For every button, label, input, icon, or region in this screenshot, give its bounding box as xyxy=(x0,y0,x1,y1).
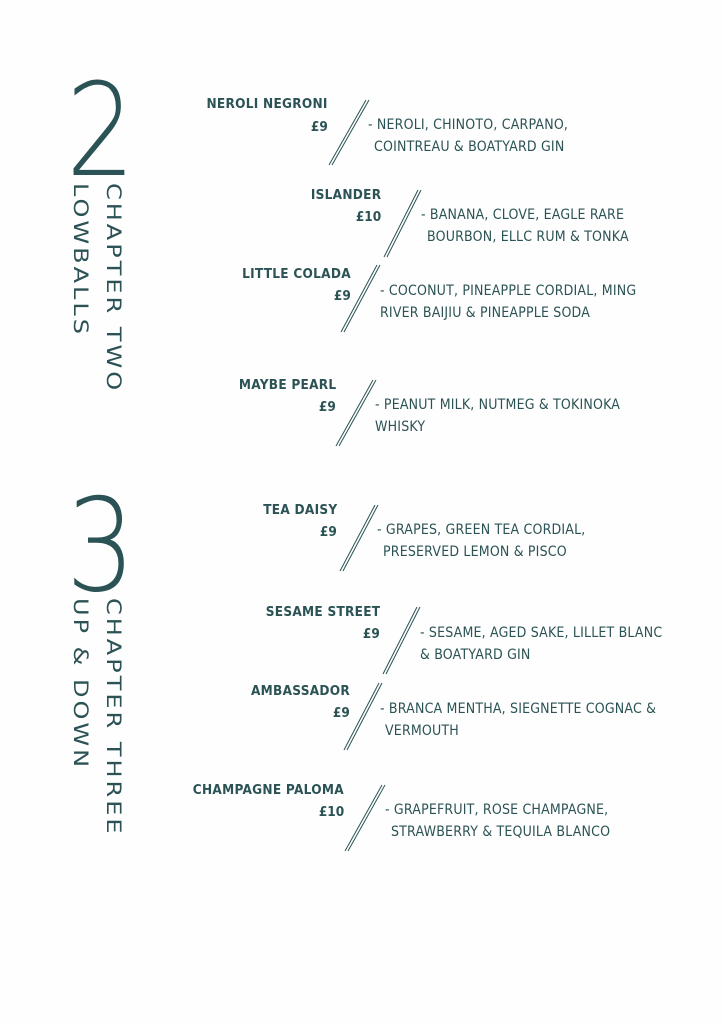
item-price: £10 xyxy=(355,209,381,225)
item-description: & BOATYARD GIN xyxy=(420,647,531,663)
slash-divider xyxy=(328,99,370,166)
item-name: CHAMPAGNE PALOMA xyxy=(192,782,344,798)
item-description: - COCONUT, PINEAPPLE CORDIAL, MING xyxy=(380,283,637,299)
chapter-number: 2 xyxy=(66,57,136,206)
item-description: - SESAME, AGED SAKE, LILLET BLANC xyxy=(420,625,663,641)
item-description: - GRAPEFRUIT, ROSE CHAMPAGNE, xyxy=(385,802,609,818)
chapter-subtitle: LOWBALLS xyxy=(69,183,92,337)
item-description: - NEROLI, CHINOTO, CARPANO, xyxy=(368,117,569,133)
slash-divider xyxy=(382,606,421,675)
item-price: £9 xyxy=(311,119,328,135)
item-price: £9 xyxy=(334,288,351,304)
item-name: MAYBE PEARL xyxy=(238,377,336,393)
chapter-title: CHAPTER THREE xyxy=(102,598,125,837)
item-description: - BRANCA MENTHA, SIEGNETTE COGNAC & xyxy=(380,701,657,717)
item-description: WHISKY xyxy=(375,419,426,435)
item-name: NEROLI NEGRONI xyxy=(206,96,328,112)
item-name: TEA DAISY xyxy=(262,502,337,518)
item-description: COINTREAU & BOATYARD GIN xyxy=(374,139,565,155)
item-name: SESAME STREET xyxy=(265,604,380,620)
item-description: PRESERVED LEMON & PISCO xyxy=(383,544,567,560)
item-name: AMBASSADOR xyxy=(251,683,350,699)
item-price: £9 xyxy=(320,524,337,540)
item-price: £9 xyxy=(363,626,380,642)
slash-divider xyxy=(339,504,379,572)
item-description: VERMOUTH xyxy=(385,723,459,739)
chapter-subtitle: UP & DOWN xyxy=(69,598,92,771)
item-description: BOURBON, ELLC RUM & TONKA xyxy=(427,229,629,245)
item-price: £9 xyxy=(319,399,336,415)
item-name: ISLANDER xyxy=(310,187,381,203)
slash-divider xyxy=(335,379,377,447)
item-description: STRAWBERRY & TEQUILA BLANCO xyxy=(391,824,611,840)
slash-divider xyxy=(343,682,383,751)
item-name: LITTLE COLADA xyxy=(242,266,351,282)
item-price: £9 xyxy=(333,705,350,721)
slash-divider xyxy=(344,784,386,852)
slash-divider xyxy=(383,189,422,258)
item-description: RIVER BAIJIU & PINEAPPLE SODA xyxy=(380,305,591,321)
item-description: - GRAPES, GREEN TEA CORDIAL, xyxy=(377,522,586,538)
item-description: - PEANUT MILK, NUTMEG & TOKINOKA xyxy=(375,397,621,413)
item-price: £10 xyxy=(318,804,344,820)
item-description: - BANANA, CLOVE, EAGLE RARE xyxy=(421,207,625,223)
slash-divider xyxy=(340,264,381,333)
chapter-number: 3 xyxy=(66,472,136,621)
chapter-title: CHAPTER TWO xyxy=(102,183,125,394)
